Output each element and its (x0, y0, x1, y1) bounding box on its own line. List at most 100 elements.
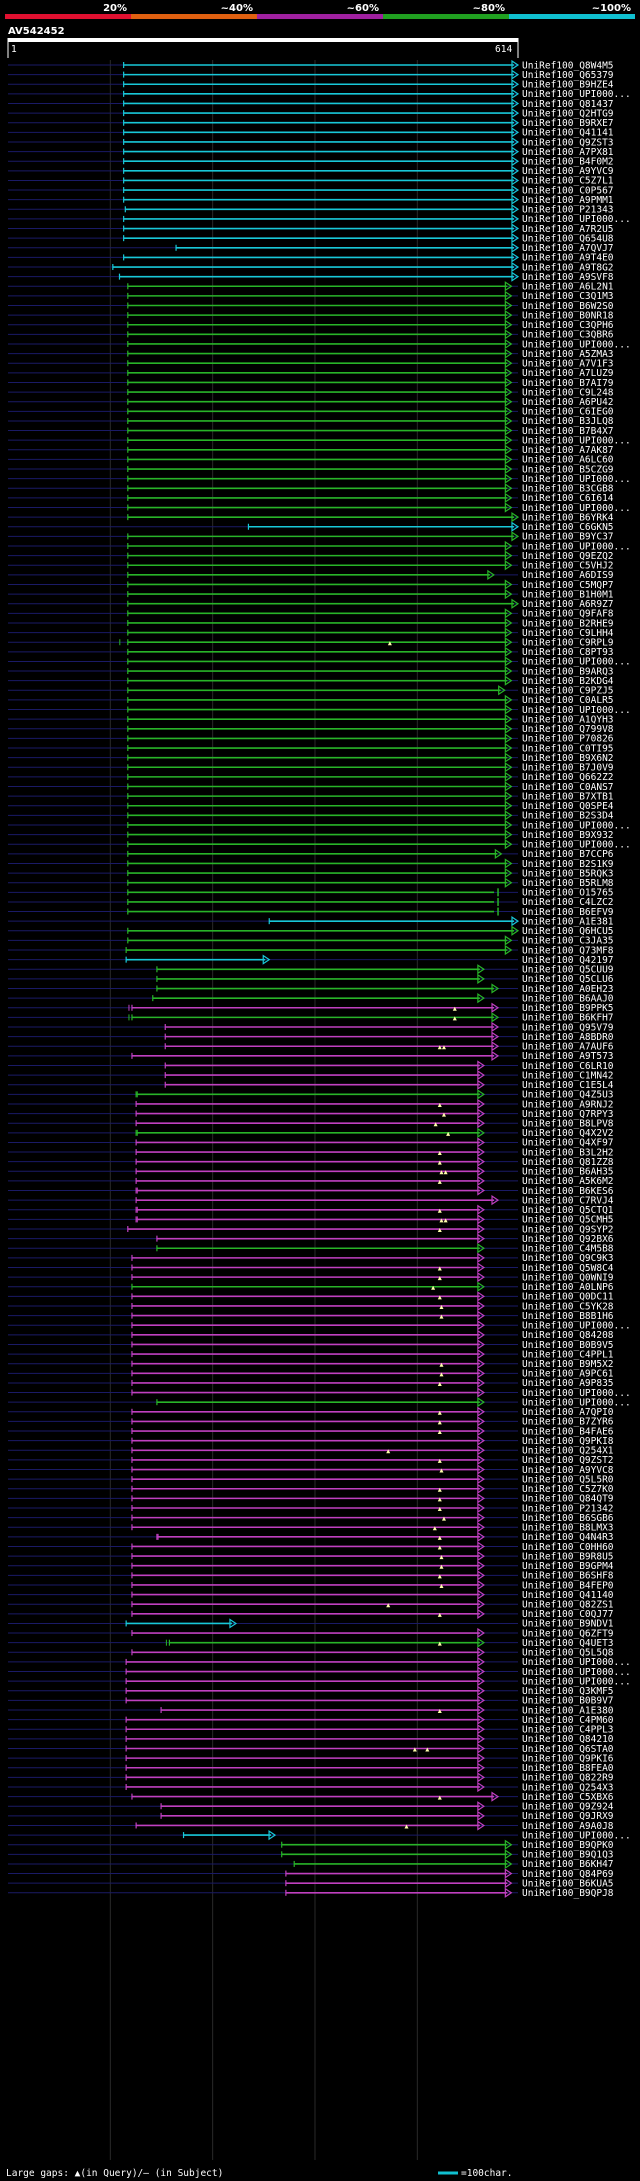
hit-row[interactable]: UniRef100_Q0SPE4 (8, 800, 614, 812)
hit-row[interactable]: UniRef100_B2KDG4 (8, 675, 614, 687)
hit-row[interactable]: UniRef100_Q254X1 (8, 1445, 614, 1457)
hit-row[interactable]: UniRef100_B6KES6 (8, 1185, 614, 1197)
hit-label[interactable]: UniRef100_Q41140 (522, 1590, 614, 1601)
hit-label[interactable]: UniRef100_A6LC60 (522, 455, 614, 466)
hit-row[interactable]: UniRef100_C3QPH6 (8, 319, 614, 331)
hit-label[interactable]: UniRef100_B9R8U5 (522, 1551, 614, 1562)
hit-label[interactable]: UniRef100_Q662Z2 (522, 772, 614, 783)
hit-row[interactable]: UniRef100_A5K6M2 (8, 1175, 614, 1187)
hit-label[interactable]: UniRef100_Q9C9K3 (522, 1253, 614, 1264)
hit-label[interactable]: UniRef100_C0ALR5 (522, 695, 614, 706)
hit-label[interactable]: UniRef100_P70826 (522, 734, 614, 745)
hit-row[interactable]: UniRef100_Q2HTG9 (8, 107, 614, 119)
hit-label[interactable]: UniRef100_A9PC61 (522, 1369, 614, 1380)
hit-label[interactable]: UniRef100_Q9PKI6 (522, 1753, 614, 1764)
hit-row[interactable]: UniRef100_B2S3D4 (8, 810, 614, 822)
hit-label[interactable]: UniRef100_Q799V8 (522, 724, 614, 735)
hit-row[interactable]: UniRef100_A9RNJ2 (8, 1098, 614, 1110)
hit-row[interactable]: UniRef100_C0TI95 (8, 742, 614, 754)
hit-label[interactable]: UniRef100_A9SVF8 (522, 272, 614, 283)
hit-label[interactable]: UniRef100_A5ZMA3 (522, 349, 614, 360)
hit-label[interactable]: UniRef100_Q8W4M5 (522, 60, 614, 71)
hit-row[interactable]: UniRef100_B9QPJ8 (8, 1887, 614, 1899)
hit-row[interactable]: UniRef100_A6DIS9 (8, 569, 614, 581)
hit-row[interactable]: UniRef100_B7B4X7 (8, 425, 614, 437)
hit-row[interactable]: UniRef100_A6L2N1 (8, 281, 614, 293)
hit-row[interactable]: UniRef100_C5VHJ2 (8, 560, 614, 572)
hit-label[interactable]: UniRef100_UPI000... (522, 89, 631, 100)
hit-label[interactable]: UniRef100_B7XTB1 (522, 791, 614, 802)
hit-label[interactable]: UniRef100_C9RPL9 (522, 638, 614, 649)
hit-label[interactable]: UniRef100_C3JA35 (522, 936, 614, 947)
hit-label[interactable]: UniRef100_B0B9V7 (522, 1696, 614, 1707)
hit-row[interactable]: UniRef100_UPI000... (8, 1656, 631, 1668)
hit-row[interactable]: UniRef100_A6PU42 (8, 396, 614, 408)
hit-label[interactable]: UniRef100_Q254X1 (522, 1446, 614, 1457)
hit-label[interactable]: UniRef100_B6W2S0 (522, 301, 614, 312)
hit-row[interactable]: UniRef100_C6IEG0 (8, 406, 614, 418)
hit-label[interactable]: UniRef100_B2RHE9 (522, 618, 614, 629)
hit-row[interactable]: UniRef100_B6KFH7 (8, 1012, 614, 1024)
hit-label[interactable]: UniRef100_C6IEG0 (522, 407, 614, 418)
hit-row[interactable]: UniRef100_A9A0J8 (8, 1820, 614, 1832)
hit-label[interactable]: UniRef100_Q41141 (522, 128, 614, 139)
hit-label[interactable]: UniRef100_B0B9V5 (522, 1340, 614, 1351)
hit-row[interactable]: UniRef100_B9YC37 (8, 531, 614, 543)
hit-label[interactable]: UniRef100_C0ANS7 (522, 782, 614, 793)
hit-row[interactable]: UniRef100_C4LZC2 (8, 897, 614, 908)
hit-label[interactable]: UniRef100_A9T573 (522, 1051, 614, 1062)
hit-label[interactable]: UniRef100_B9ARQ3 (522, 666, 614, 677)
hit-label[interactable]: UniRef100_B8LPV8 (522, 1119, 614, 1130)
hit-row[interactable]: UniRef100_Q9PKI8 (8, 1435, 614, 1447)
hit-label[interactable]: UniRef100_B9GPM4 (522, 1561, 614, 1572)
hit-label[interactable]: UniRef100_Q9EZQ2 (522, 551, 614, 562)
hit-label[interactable]: UniRef100_C5XBX6 (522, 1792, 614, 1803)
hit-row[interactable]: UniRef100_A9T573 (8, 1050, 614, 1062)
hit-row[interactable]: UniRef100_B0B9V7 (8, 1695, 614, 1707)
hit-row[interactable]: UniRef100_Q9PKI6 (8, 1752, 614, 1764)
hit-row[interactable]: UniRef100_B2S1K9 (8, 858, 614, 870)
hit-row[interactable]: UniRef100_A6R9Z7 (8, 598, 614, 610)
hit-row[interactable]: UniRef100_A9YVC9 (8, 165, 614, 177)
hit-label[interactable]: UniRef100_Q9Z924 (522, 1802, 614, 1813)
hit-label[interactable]: UniRef100_Q73MF8 (522, 945, 614, 956)
hit-row[interactable]: UniRef100_B9X6N2 (8, 752, 614, 764)
hit-row[interactable]: UniRef100_A7AK87 (8, 444, 614, 456)
hit-row[interactable]: UniRef100_B7AI79 (8, 377, 614, 389)
hit-row[interactable]: UniRef100_C5Z7K0 (8, 1483, 614, 1495)
hit-row[interactable]: UniRef100_UPI000... (8, 1676, 631, 1687)
hit-row[interactable]: UniRef100_A6LC60 (8, 454, 614, 466)
hit-label[interactable]: UniRef100_A0LNP6 (522, 1282, 614, 1293)
hit-label[interactable]: UniRef100_A0EH23 (522, 984, 614, 995)
hit-row[interactable]: UniRef100_Q84208 (8, 1329, 614, 1341)
hit-label[interactable]: UniRef100_UPI000... (522, 339, 631, 350)
hit-label[interactable]: UniRef100_A9YVC9 (522, 166, 614, 177)
hit-label[interactable]: UniRef100_Q6ZFT9 (522, 1628, 614, 1639)
hit-label[interactable]: UniRef100_Q254X3 (522, 1782, 614, 1793)
hit-row[interactable]: UniRef100_Q7RPY3 (8, 1108, 614, 1120)
hit-label[interactable]: UniRef100_B8LMX3 (522, 1523, 614, 1534)
hit-row[interactable]: UniRef100_C9L248 (8, 386, 614, 398)
hit-label[interactable]: UniRef100_C9LHH4 (522, 628, 614, 639)
hit-label[interactable]: UniRef100_UPI000... (522, 214, 631, 225)
hit-row[interactable]: UniRef100_UPI000... (8, 704, 631, 716)
hit-label[interactable]: UniRef100_Q95V79 (522, 1022, 614, 1033)
hit-row[interactable]: UniRef100_B9RXE7 (8, 117, 614, 129)
hit-row[interactable]: UniRef100_C6LR10 (8, 1060, 614, 1072)
hit-row[interactable]: UniRef100_C0QJ77 (8, 1608, 614, 1620)
hit-label[interactable]: UniRef100_Q4N4R3 (522, 1532, 614, 1543)
hit-row[interactable]: UniRef100_B0B9V5 (8, 1339, 614, 1351)
hit-label[interactable]: UniRef100_Q9SYP2 (522, 1224, 614, 1235)
hit-row[interactable]: UniRef100_UPI000... (8, 1387, 631, 1399)
hit-label[interactable]: UniRef100_A1E380 (522, 1705, 614, 1716)
hit-label[interactable]: UniRef100_C9PZJ5 (522, 686, 614, 697)
hit-label[interactable]: UniRef100_A7AK87 (522, 445, 614, 456)
hit-label[interactable]: UniRef100_B6AAJ0 (522, 993, 614, 1004)
hit-label[interactable]: UniRef100_B6AH35 (522, 1167, 614, 1178)
hit-row[interactable]: UniRef100_C7RVJ4 (8, 1195, 614, 1206)
hit-row[interactable]: UniRef100_UPI000... (8, 656, 631, 668)
hit-label[interactable]: UniRef100_C4PPL1 (522, 1349, 614, 1360)
hit-label[interactable]: UniRef100_B8B1H6 (522, 1311, 614, 1322)
hit-row[interactable]: UniRef100_C5XBX6 (8, 1791, 614, 1803)
hit-row[interactable]: UniRef100_Q82ZS1 (8, 1599, 614, 1611)
